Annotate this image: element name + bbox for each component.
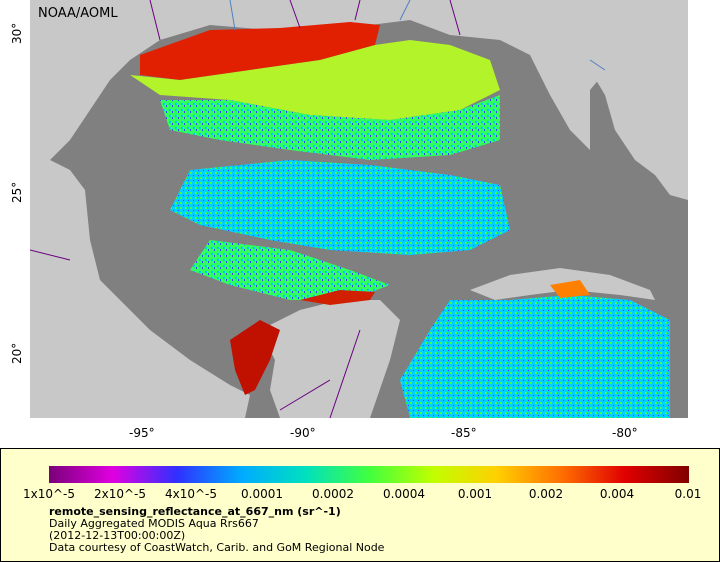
colorbar-label: 0.0001	[241, 487, 283, 501]
lon-tick: -85°	[451, 426, 477, 440]
lon-tick: -80°	[612, 426, 638, 440]
colorbar-label: 2x10^-5	[93, 487, 147, 501]
data-credit: Data courtesy of CoastWatch, Carib. and …	[49, 541, 385, 554]
coastal-high-band	[140, 22, 380, 80]
time-stamp: (2012-12-13T00:00:00Z)	[49, 529, 186, 542]
lat-tick: 25°	[10, 181, 24, 203]
mexico-land	[30, 160, 250, 418]
shelf-green-band	[160, 95, 500, 160]
legend-panel: 1x10^-5 2x10^-5 4x10^-5 0.0001 0.0002 0.…	[0, 448, 720, 562]
cuba-coast-high	[550, 280, 590, 298]
colorbar-label: 0.004	[599, 487, 635, 501]
central-patch	[170, 160, 510, 255]
lon-tick: -90°	[290, 426, 316, 440]
watermark-label: NOAA/AOML	[38, 6, 118, 21]
lon-tick: -95°	[129, 426, 155, 440]
colorbar-label: 0.001	[457, 487, 493, 501]
rivers	[229, 0, 606, 71]
lat-tick: 30°	[10, 22, 24, 44]
florida-land	[570, 0, 688, 200]
lower-patch	[190, 240, 390, 300]
colorbar-label: 0.01	[674, 487, 702, 501]
colorbar-label: 0.0002	[312, 487, 354, 501]
us-land	[30, 0, 688, 165]
colorbar-label: 4x10^-5	[164, 487, 218, 501]
reflectance-map	[30, 0, 688, 418]
variable-name: remote_sensing_reflectance_at_667_nm (sr…	[49, 505, 341, 518]
yucatan-coast-high	[300, 290, 375, 305]
colorbar-label: 1x10^-5	[22, 487, 76, 501]
colorbar-label: 0.002	[528, 487, 564, 501]
product-name: Daily Aggregated MODIS Aqua Rrs667	[49, 517, 259, 530]
colorbar-label: 0.0004	[383, 487, 425, 501]
coastal-mid-band	[130, 40, 500, 120]
lat-tick: 20°	[10, 342, 24, 364]
state-borders	[149, 0, 461, 41]
yucatan-land	[260, 300, 400, 418]
caribbean-patch	[400, 295, 670, 418]
colorbar	[49, 466, 689, 483]
country-borders	[30, 249, 361, 418]
campeche-high	[230, 320, 280, 395]
map-view[interactable]: NOAA/AOML	[30, 0, 688, 418]
